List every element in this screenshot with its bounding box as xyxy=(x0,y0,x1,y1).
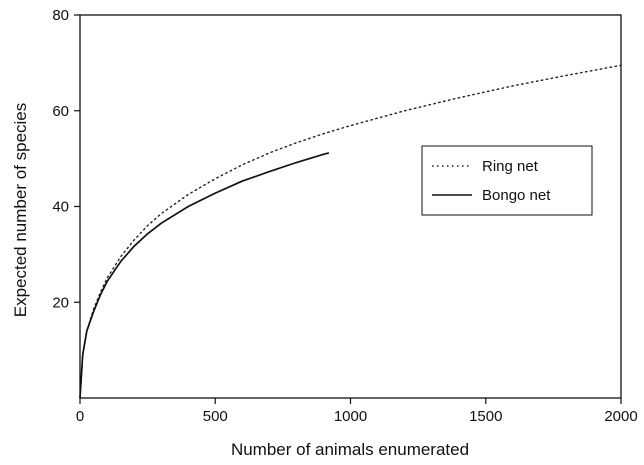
legend-label-ring-net: Ring net xyxy=(482,158,539,175)
series-line-ring-net xyxy=(79,64,622,399)
series-layer xyxy=(79,64,622,399)
x-tick-label: 1500 xyxy=(469,408,502,425)
y-axis: 20 40 60 80 xyxy=(52,7,80,311)
y-axis-title: Expected number of species xyxy=(11,103,30,318)
y-tick-label: 40 xyxy=(52,199,69,216)
x-tick-label: 2000 xyxy=(604,408,637,425)
y-tick-label: 80 xyxy=(52,7,69,24)
x-tick-label: 0 xyxy=(76,408,84,425)
x-axis-title: Number of animals enumerated xyxy=(231,440,469,459)
legend-label-bongo-net: Bongo net xyxy=(482,187,551,204)
x-tick-label: 500 xyxy=(203,408,228,425)
series-line-bongo-net xyxy=(79,152,330,399)
legend-box xyxy=(421,145,593,216)
y-tick-label: 60 xyxy=(52,103,69,120)
legend: Ring net Bongo net xyxy=(421,145,593,216)
x-tick-label: 1000 xyxy=(334,408,367,425)
y-tick-label: 20 xyxy=(52,294,69,311)
x-axis: 0 500 1000 1500 2000 xyxy=(76,398,638,425)
